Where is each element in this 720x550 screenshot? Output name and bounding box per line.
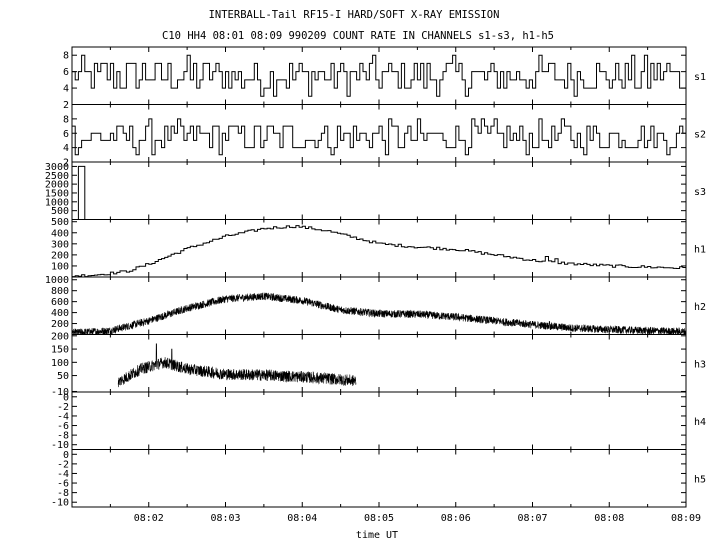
x-tick-label: 08:09 bbox=[671, 513, 701, 524]
y-tick-label-s2: 2 bbox=[63, 158, 69, 169]
y-tick-label-h1: 400 bbox=[51, 228, 69, 239]
y-tick-label-s1: 4 bbox=[63, 84, 69, 95]
panel-label-s2: s2 bbox=[694, 129, 706, 140]
y-tick-label-h2: 400 bbox=[51, 308, 69, 319]
y-tick-label-h2: 1000 bbox=[45, 275, 69, 286]
y-tick-label-h3: 50 bbox=[57, 371, 69, 382]
series-s2 bbox=[72, 118, 686, 156]
panel-frame-s3 bbox=[71, 161, 687, 220]
series-s3 bbox=[72, 165, 686, 220]
panel-label-s1: s1 bbox=[694, 72, 706, 83]
y-tick-label-h1: 100 bbox=[51, 261, 69, 272]
y-tick-label-s1: 2 bbox=[63, 100, 69, 111]
y-tick-label-h1: 200 bbox=[51, 250, 69, 261]
y-tick-label-h4: 0 bbox=[63, 392, 69, 403]
y-tick-label-h3: 100 bbox=[51, 358, 69, 369]
y-tick-label-h4: -4 bbox=[57, 411, 69, 422]
y-tick-label-h1: 500 bbox=[51, 217, 69, 228]
x-tick-label: 08:02 bbox=[134, 513, 164, 524]
panel-frame-h4 bbox=[71, 391, 687, 450]
panel-label-s3: s3 bbox=[694, 187, 706, 198]
y-tick-label-h1: 300 bbox=[51, 239, 69, 250]
y-tick-label-s3: 2000 bbox=[45, 180, 69, 191]
y-tick-label-h3: 150 bbox=[51, 345, 69, 356]
chart-title: INTERBALL-Tail RF15-I HARD/SOFT X-RAY EM… bbox=[209, 9, 500, 21]
y-tick-label-h2: 800 bbox=[51, 286, 69, 297]
y-tick-label-h5: -4 bbox=[57, 469, 69, 480]
series-s1 bbox=[72, 54, 686, 97]
series-h1 bbox=[72, 225, 686, 278]
panel-frame-h5 bbox=[71, 449, 687, 508]
panel-s2: 2 4 6 8 s2 bbox=[63, 104, 706, 169]
x-tick-label: 08:03 bbox=[210, 513, 240, 524]
x-tick-label: 08:05 bbox=[364, 513, 394, 524]
panel-h3: -10 50 100 150 200 h3 bbox=[51, 331, 706, 398]
x-tick-label: 08:04 bbox=[287, 513, 317, 524]
y-tick-label-h5: -10 bbox=[51, 498, 69, 509]
x-axis: 08:02 08:03 08:04 08:05 08:06 08:07 08:08 08:09 bbox=[134, 513, 701, 524]
y-tick-label-h5: -6 bbox=[57, 479, 69, 490]
y-tick-label-s3: 1500 bbox=[45, 188, 69, 199]
y-tick-label-s1: 6 bbox=[63, 67, 69, 78]
x-tick-label: 08:06 bbox=[441, 513, 471, 524]
y-tick-label-h4: -8 bbox=[57, 431, 69, 442]
y-tick-label-h5: -2 bbox=[57, 459, 69, 470]
y-tick-label-h4: -2 bbox=[57, 402, 69, 413]
y-tick-label-s3: 2500 bbox=[45, 171, 69, 182]
y-tick-label-s1: 8 bbox=[63, 51, 69, 62]
panel-label-h3: h3 bbox=[694, 359, 706, 370]
y-tick-label-h2: 600 bbox=[51, 297, 69, 308]
y-tick-label-h4: -6 bbox=[57, 421, 69, 432]
panel-label-h5: h5 bbox=[694, 474, 706, 485]
panel-frame-s1 bbox=[71, 46, 687, 105]
panel-label-h4: h4 bbox=[694, 417, 706, 428]
y-tick-label-h5: -8 bbox=[57, 488, 69, 499]
series-h2 bbox=[71, 292, 687, 336]
panel-s1: 2 4 6 8 s1 bbox=[63, 46, 706, 111]
y-tick-label-s3: 1000 bbox=[45, 197, 69, 208]
y-tick-label-s3: 500 bbox=[51, 206, 69, 217]
x-tick-label: 08:08 bbox=[594, 513, 624, 524]
x-axis-label: time UT bbox=[356, 530, 398, 541]
panel-label-h1: h1 bbox=[694, 244, 706, 255]
y-tick-label-h3: -10 bbox=[51, 387, 69, 398]
y-tick-label-h4: -10 bbox=[51, 440, 69, 451]
y-tick-label-s3: 3000 bbox=[45, 162, 69, 173]
panels: 2468s12468s250010001500200025003000s3100… bbox=[45, 46, 706, 509]
series-h3 bbox=[117, 343, 357, 388]
y-tick-label-h5: 0 bbox=[63, 450, 69, 461]
y-tick-label-h3: 200 bbox=[51, 331, 69, 342]
y-tick-label-s2: 8 bbox=[63, 114, 69, 125]
y-tick-label-s2: 4 bbox=[63, 143, 69, 154]
y-tick-label-h2: 200 bbox=[51, 319, 69, 330]
panel-h5: -10-8-6-4-20 h5 bbox=[51, 449, 706, 509]
y-tick-label-s2: 6 bbox=[63, 129, 69, 140]
panel-frame-h1 bbox=[71, 219, 687, 278]
panel-label-h2: h2 bbox=[694, 302, 706, 313]
chart-subtitle: C10 HH4 08:01 08:09 990209 COUNT RATE IN… bbox=[162, 30, 554, 42]
panel-h4: -10-8-6-4-20 h4 bbox=[51, 391, 706, 451]
x-tick-label: 08:07 bbox=[517, 513, 547, 524]
